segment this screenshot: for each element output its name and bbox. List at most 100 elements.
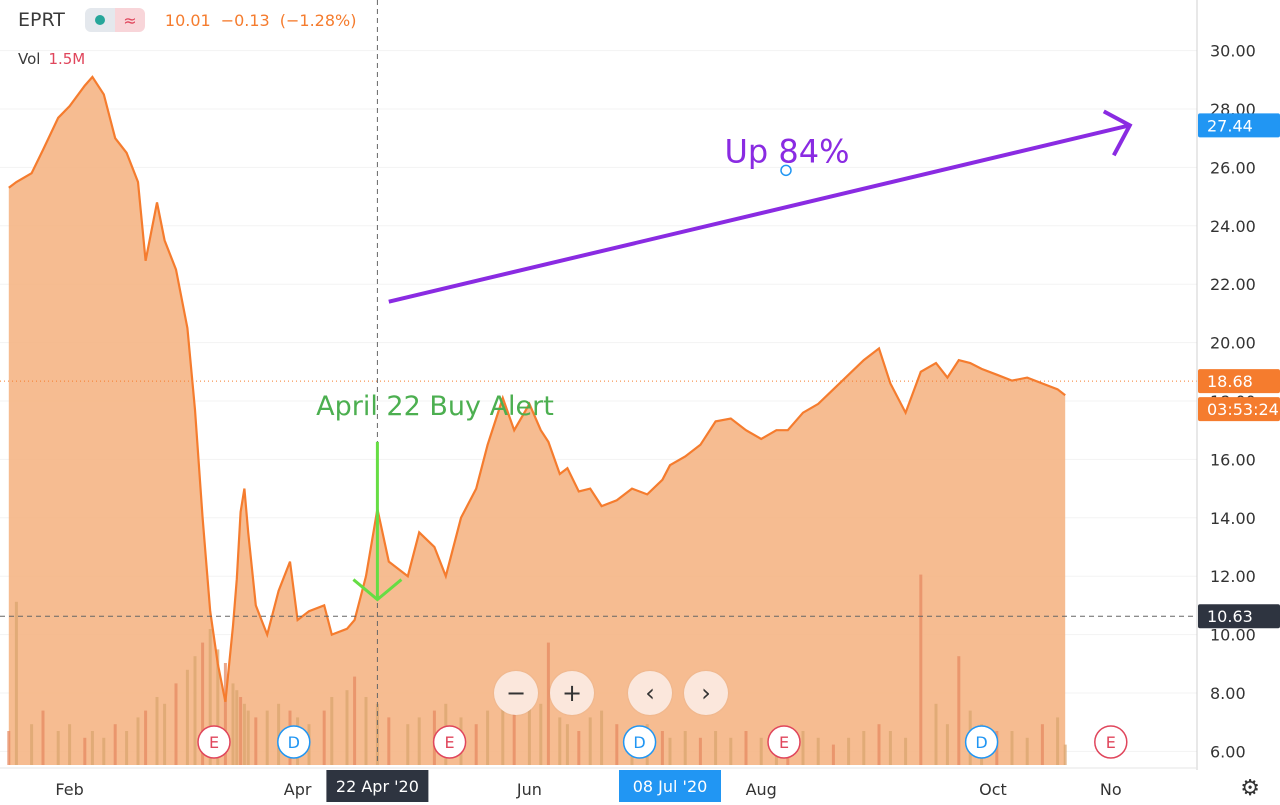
crosshair-date-label-text: 22 Apr '20 — [336, 777, 419, 796]
volume-bar — [745, 731, 748, 765]
marker-letter: E — [779, 733, 789, 752]
volume-bar — [589, 717, 592, 765]
volume-bar — [330, 697, 333, 765]
volume-bar — [547, 643, 550, 765]
highlight-date-label-text: 08 Jul '20 — [633, 777, 708, 796]
volume-bar — [243, 704, 246, 765]
approx-icon[interactable]: ≈ — [115, 8, 145, 32]
x-tick-label: Feb — [55, 780, 83, 799]
volume-bar — [539, 704, 542, 765]
drawing-handle[interactable] — [781, 165, 791, 175]
volume-bar — [30, 724, 33, 765]
volume-bar — [365, 697, 368, 765]
volume-bar — [1026, 738, 1029, 765]
volume-bar — [714, 731, 717, 765]
zoom-in-button[interactable]: + — [550, 671, 594, 715]
volume-bar — [817, 738, 820, 765]
price-change-pct: (−1.28%) — [280, 11, 357, 30]
countdown-label-text: 03:53:24 — [1207, 400, 1279, 419]
visibility-dot-icon[interactable] — [85, 8, 115, 32]
y-tick-label: 26.00 — [1210, 158, 1256, 177]
volume-bar — [486, 711, 489, 765]
scroll-left-button[interactable]: ‹ — [628, 671, 672, 715]
volume-bar — [699, 738, 702, 765]
volume-label: Vol — [18, 50, 40, 68]
crosshair-price-label-text: 10.63 — [1207, 607, 1253, 626]
volume-bar — [475, 724, 478, 765]
buy-alert-annotation: April 22 Buy Alert — [316, 391, 554, 422]
volume-bar — [7, 731, 10, 765]
volume-bar — [1056, 717, 1059, 765]
x-tick-label: Jun — [516, 780, 542, 799]
volume-bar — [125, 731, 128, 765]
marker-letter: D — [288, 733, 300, 752]
volume-bar — [832, 745, 835, 765]
volume-bar — [102, 738, 105, 765]
volume-bar — [904, 738, 907, 765]
volume-bar — [615, 724, 618, 765]
volume-bar — [1064, 745, 1067, 765]
legend-header: EPRT ≈ 10.01 −0.13 (−1.28%) — [18, 8, 356, 32]
marker-letter: D — [975, 733, 987, 752]
y-tick-label: 16.00 — [1210, 450, 1256, 469]
volume-bar — [946, 724, 949, 765]
volume-bar — [235, 690, 238, 765]
volume-bar — [232, 683, 235, 765]
volume-bar — [1011, 731, 1014, 765]
dividend-marker[interactable]: D — [966, 726, 998, 758]
volume-bar — [114, 724, 117, 765]
volume-bar — [802, 731, 805, 765]
x-tick-label: Oct — [979, 780, 1007, 799]
y-tick-label: 24.00 — [1210, 217, 1256, 236]
volume-bar — [186, 670, 189, 765]
y-tick-label: 12.00 — [1210, 567, 1256, 586]
volume-bar — [862, 731, 865, 765]
marker-letter: E — [1106, 733, 1116, 752]
earnings-marker[interactable]: E — [434, 726, 466, 758]
volume-bar — [239, 697, 242, 765]
volume-bar — [1041, 724, 1044, 765]
dividend-marker[interactable]: D — [278, 726, 310, 758]
volume-bar — [144, 711, 147, 765]
volume-bar — [600, 711, 603, 765]
earnings-marker[interactable]: E — [1095, 726, 1127, 758]
scroll-right-button[interactable]: › — [684, 671, 728, 715]
volume-bar — [878, 724, 881, 765]
x-tick-label: No — [1100, 780, 1122, 799]
volume-bar — [889, 731, 892, 765]
volume-bar — [847, 738, 850, 765]
earnings-marker[interactable]: E — [768, 726, 800, 758]
volume-bar — [935, 704, 938, 765]
marker-letter: D — [633, 733, 645, 752]
crosshair-price-label: 10.63 — [1198, 604, 1280, 628]
zoom-out-button[interactable]: − — [494, 671, 538, 715]
volume-bar — [957, 656, 960, 765]
volume-bar — [760, 738, 763, 765]
y-tick-label: 14.00 — [1210, 509, 1256, 528]
volume-bar — [247, 711, 250, 765]
dividend-marker[interactable]: D — [624, 726, 656, 758]
arrow-price-label: 27.44 — [1198, 113, 1280, 137]
earnings-marker[interactable]: E — [198, 726, 230, 758]
x-tick-label: Aug — [746, 780, 777, 799]
volume-bar — [558, 717, 561, 765]
series-toggle[interactable]: ≈ — [85, 8, 145, 32]
settings-gear-icon[interactable]: ⚙ — [1240, 776, 1260, 801]
last-price: 10.01 — [165, 11, 211, 30]
gain-arrow-head — [1104, 111, 1130, 155]
volume-bar — [919, 575, 922, 765]
y-tick-label: 8.00 — [1210, 684, 1246, 703]
volume-bar — [137, 717, 140, 765]
volume-bar — [156, 697, 159, 765]
y-tick-label: 10.00 — [1210, 626, 1256, 645]
volume-bar — [684, 731, 687, 765]
volume-bar — [406, 724, 409, 765]
volume-bar — [387, 717, 390, 765]
y-tick-label: 20.00 — [1210, 334, 1256, 353]
current-price-label-text: 18.68 — [1207, 372, 1253, 391]
price-change: −0.13 — [221, 11, 270, 30]
volume-bar — [669, 738, 672, 765]
volume-bar — [175, 683, 178, 765]
volume-bar — [68, 724, 71, 765]
volume-bar — [577, 731, 580, 765]
